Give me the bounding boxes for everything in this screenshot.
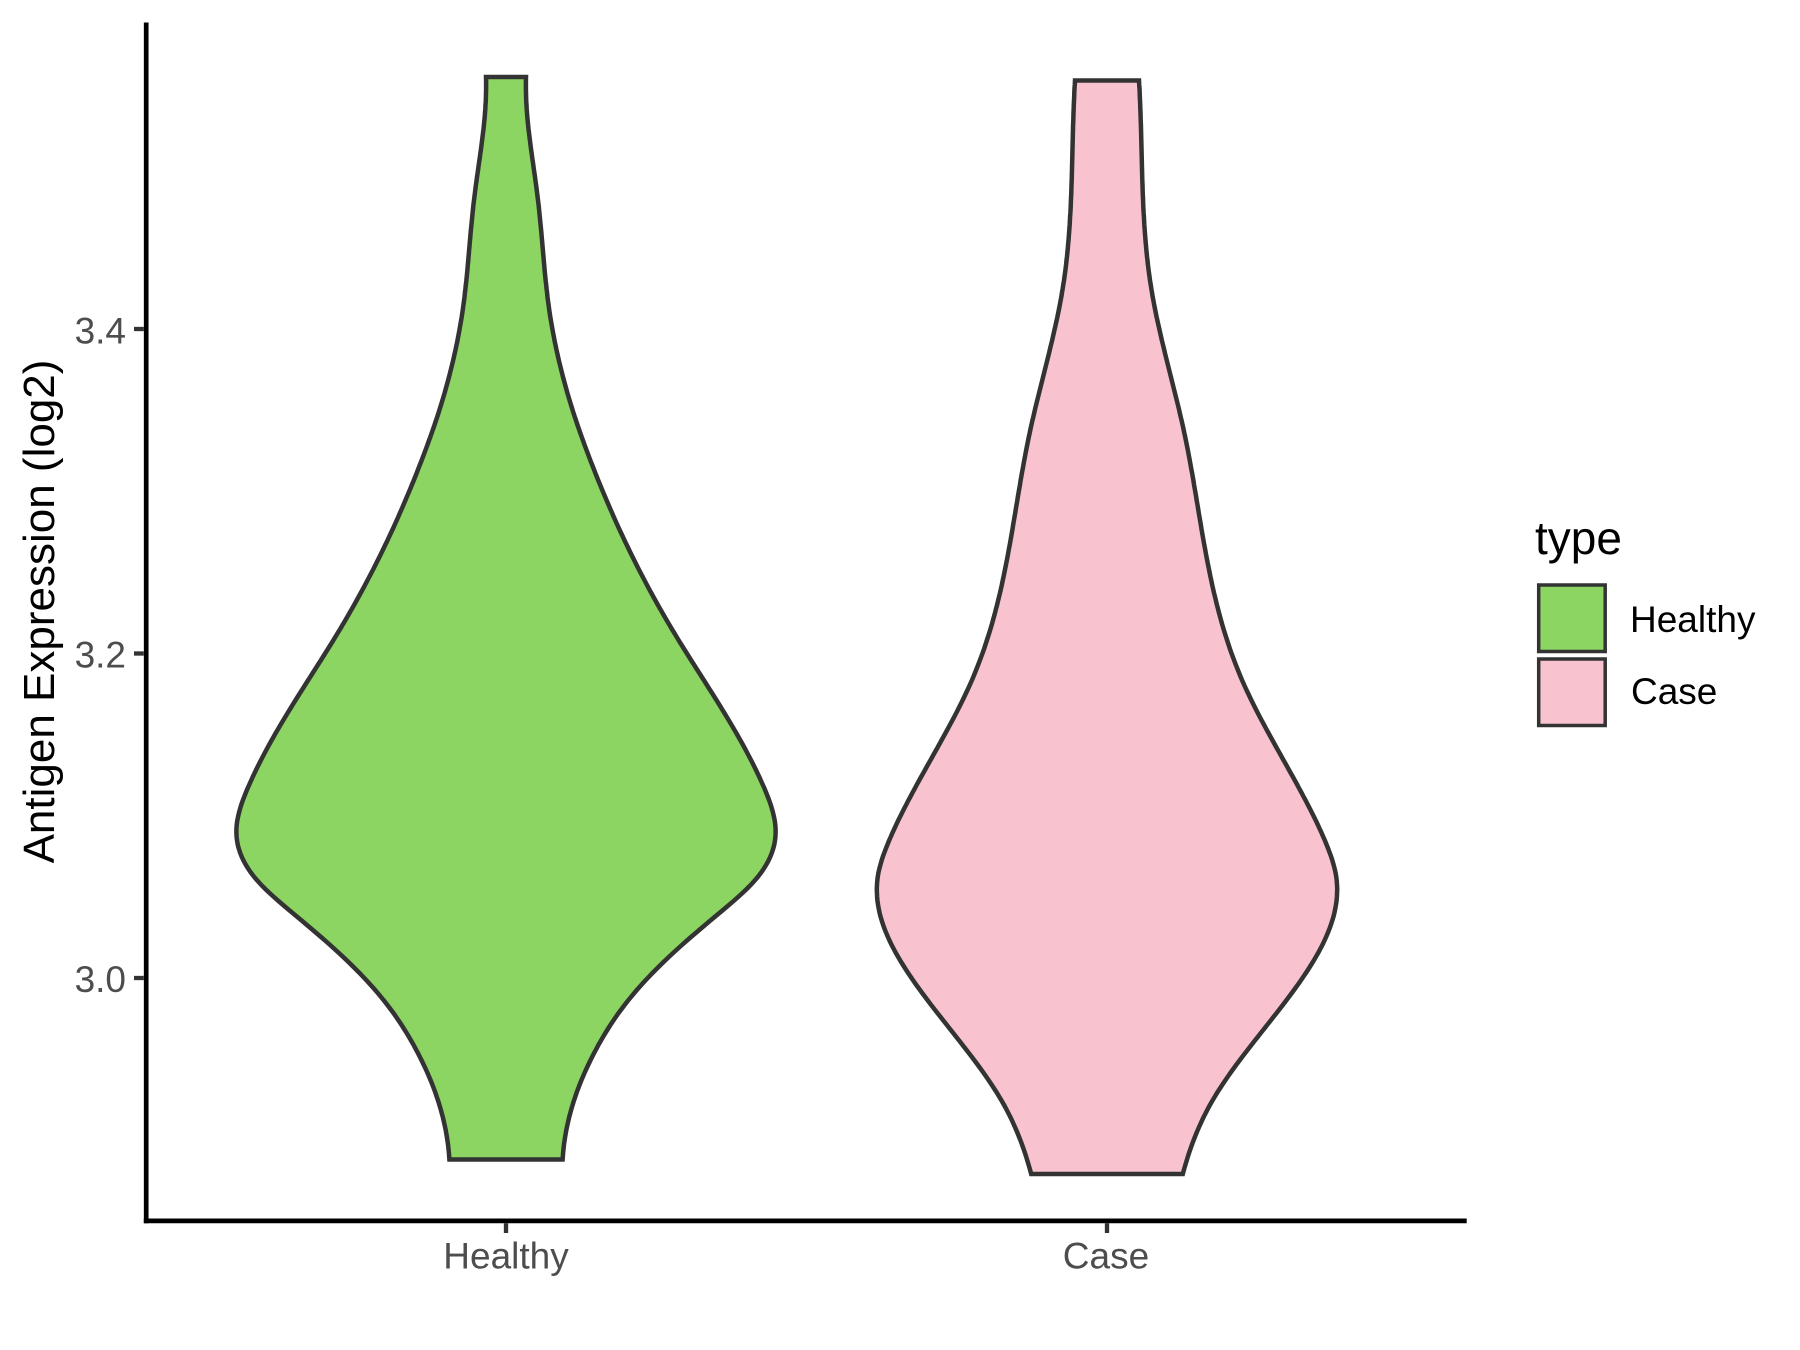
svg-text:Case: Case — [1063, 1236, 1149, 1277]
svg-text:Case: Case — [1631, 671, 1717, 712]
svg-text:3.2: 3.2 — [75, 635, 126, 676]
svg-text:3.0: 3.0 — [75, 959, 126, 1000]
svg-text:3.4: 3.4 — [75, 311, 126, 352]
svg-text:Healthy: Healthy — [443, 1236, 569, 1277]
svg-text:type: type — [1535, 512, 1622, 564]
svg-text:Healthy: Healthy — [1630, 599, 1756, 640]
svg-text:Antigen Expression (log2): Antigen Expression (log2) — [15, 360, 64, 864]
